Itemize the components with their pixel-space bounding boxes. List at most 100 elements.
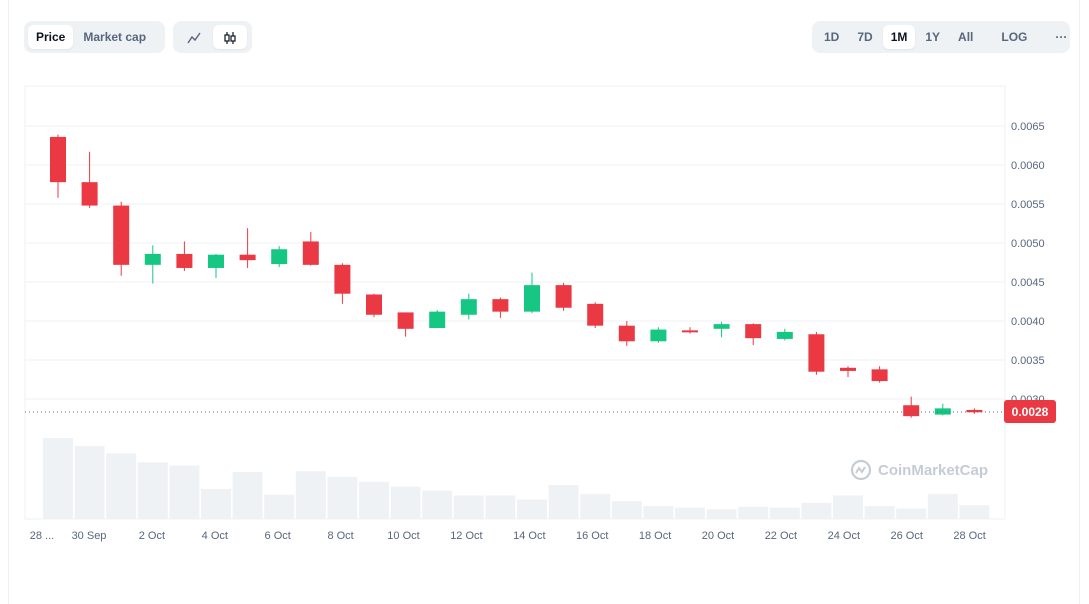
volume-bar: [801, 502, 832, 519]
x-tick-label: 28 Oct: [953, 530, 985, 542]
candle-body: [176, 253, 193, 268]
volume-bar: [453, 495, 484, 519]
volume-bar: [485, 495, 516, 519]
candle-body: [808, 334, 825, 372]
x-tick-label: 30 Sep: [72, 530, 107, 542]
x-tick-label: 14 Oct: [513, 530, 545, 542]
y-tick-label: 0.0060: [1011, 160, 1045, 172]
line-chart-button[interactable]: [177, 25, 211, 49]
range-7d[interactable]: 7D: [857, 30, 873, 44]
current-price-label: 0.0028: [1012, 405, 1049, 419]
range-1d[interactable]: 1D: [824, 30, 840, 44]
x-tick-label: 22 Oct: [765, 530, 797, 542]
plot-frame: [24, 85, 1006, 520]
candle-body: [271, 249, 288, 265]
chart-card: [8, 0, 1080, 604]
candle-body: [144, 253, 161, 265]
x-tick-label: 6 Oct: [265, 530, 291, 542]
volume-bar: [359, 481, 389, 519]
candle-body: [524, 285, 540, 312]
volume-bar: [643, 506, 674, 519]
x-tick-label: 20 Oct: [702, 530, 734, 542]
volume-bar: [422, 490, 453, 519]
volume-bar: [896, 508, 927, 519]
candle-body: [682, 330, 698, 333]
volume-bar: [295, 471, 326, 519]
x-tick-label: 26 Oct: [890, 530, 922, 542]
candle-body: [366, 294, 382, 315]
volume-bar: [833, 495, 863, 519]
volume-bar: [706, 509, 737, 519]
x-tick-label: 28 ...: [30, 530, 54, 542]
y-tick-label: 0.0045: [1011, 277, 1045, 289]
volume-bar: [927, 493, 958, 519]
volume-bar: [201, 489, 231, 519]
current-price-tag: [1004, 400, 1056, 423]
volume-bar: [738, 506, 769, 519]
volume-bar: [106, 453, 137, 519]
candle-body: [745, 324, 762, 339]
metric-toggle: Price Market cap: [24, 21, 165, 53]
candle-body: [650, 329, 667, 342]
x-tick-label: 16 Oct: [576, 530, 608, 542]
x-tick-label: 10 Oct: [387, 530, 419, 542]
candle-body: [871, 369, 888, 382]
chart-type-toggle: [173, 21, 252, 53]
candle-body: [302, 241, 319, 265]
watermark: CoinMarketCap: [850, 459, 988, 481]
volume-bar: [864, 506, 895, 519]
volume-bar: [517, 499, 547, 519]
candle-body: [903, 405, 920, 417]
watermark-text: CoinMarketCap: [878, 461, 989, 479]
candle-body: [460, 299, 477, 315]
line-chart-icon: [187, 32, 201, 44]
more-options-button[interactable]: ···: [1055, 30, 1068, 44]
tab-market-cap[interactable]: Market cap: [83, 30, 147, 44]
log-toggle[interactable]: LOG: [1001, 30, 1028, 44]
volume-bar: [390, 486, 421, 519]
candle-body: [50, 136, 66, 183]
x-tick-label: 2 Oct: [139, 530, 165, 542]
candle-body: [113, 205, 130, 265]
y-tick-label: 0.0055: [1011, 199, 1045, 211]
volume-bar: [675, 507, 705, 519]
candle-body: [397, 312, 414, 329]
candle-body: [776, 331, 793, 339]
candlestick-button[interactable]: [213, 25, 247, 49]
tab-price[interactable]: Price: [28, 25, 74, 49]
volume-bar: [43, 438, 73, 519]
x-tick-label: 12 Oct: [450, 530, 482, 542]
candle-body: [429, 311, 446, 329]
volume-bar: [137, 462, 168, 519]
volume-bar: [232, 472, 263, 519]
candle-body: [587, 303, 604, 326]
volume-bar: [169, 465, 200, 519]
volume-bar: [327, 476, 358, 519]
y-tick-label: 0.0050: [1011, 238, 1045, 250]
range-toggle: 1D 7D 1M 1Y All LOG ···: [812, 21, 1070, 53]
range-1y[interactable]: 1Y: [925, 30, 941, 44]
y-tick-label: 0.0040: [1011, 316, 1045, 328]
y-tick-label: 0.0035: [1011, 355, 1045, 367]
candle-body: [840, 367, 856, 371]
volume-bar: [580, 493, 611, 519]
x-tick-label: 24 Oct: [828, 530, 860, 542]
x-tick-label: 8 Oct: [327, 530, 353, 542]
candlestick-icon: [224, 31, 236, 44]
volume-bar: [74, 446, 105, 519]
range-all[interactable]: All: [958, 30, 974, 44]
candle-body: [81, 182, 98, 206]
candle-body: [713, 324, 730, 329]
candle-body: [555, 285, 572, 308]
candle-body: [966, 409, 983, 413]
volume-bar: [959, 505, 990, 519]
range-1m[interactable]: 1M: [882, 25, 916, 49]
candle-body: [208, 254, 224, 268]
candle-body: [239, 254, 256, 261]
coinmarketcap-logo-icon: [850, 459, 872, 481]
candle-body: [334, 264, 351, 294]
volume-bar: [548, 484, 579, 519]
candle-body: [492, 299, 509, 312]
y-tick-label: 0.0065: [1011, 121, 1045, 133]
